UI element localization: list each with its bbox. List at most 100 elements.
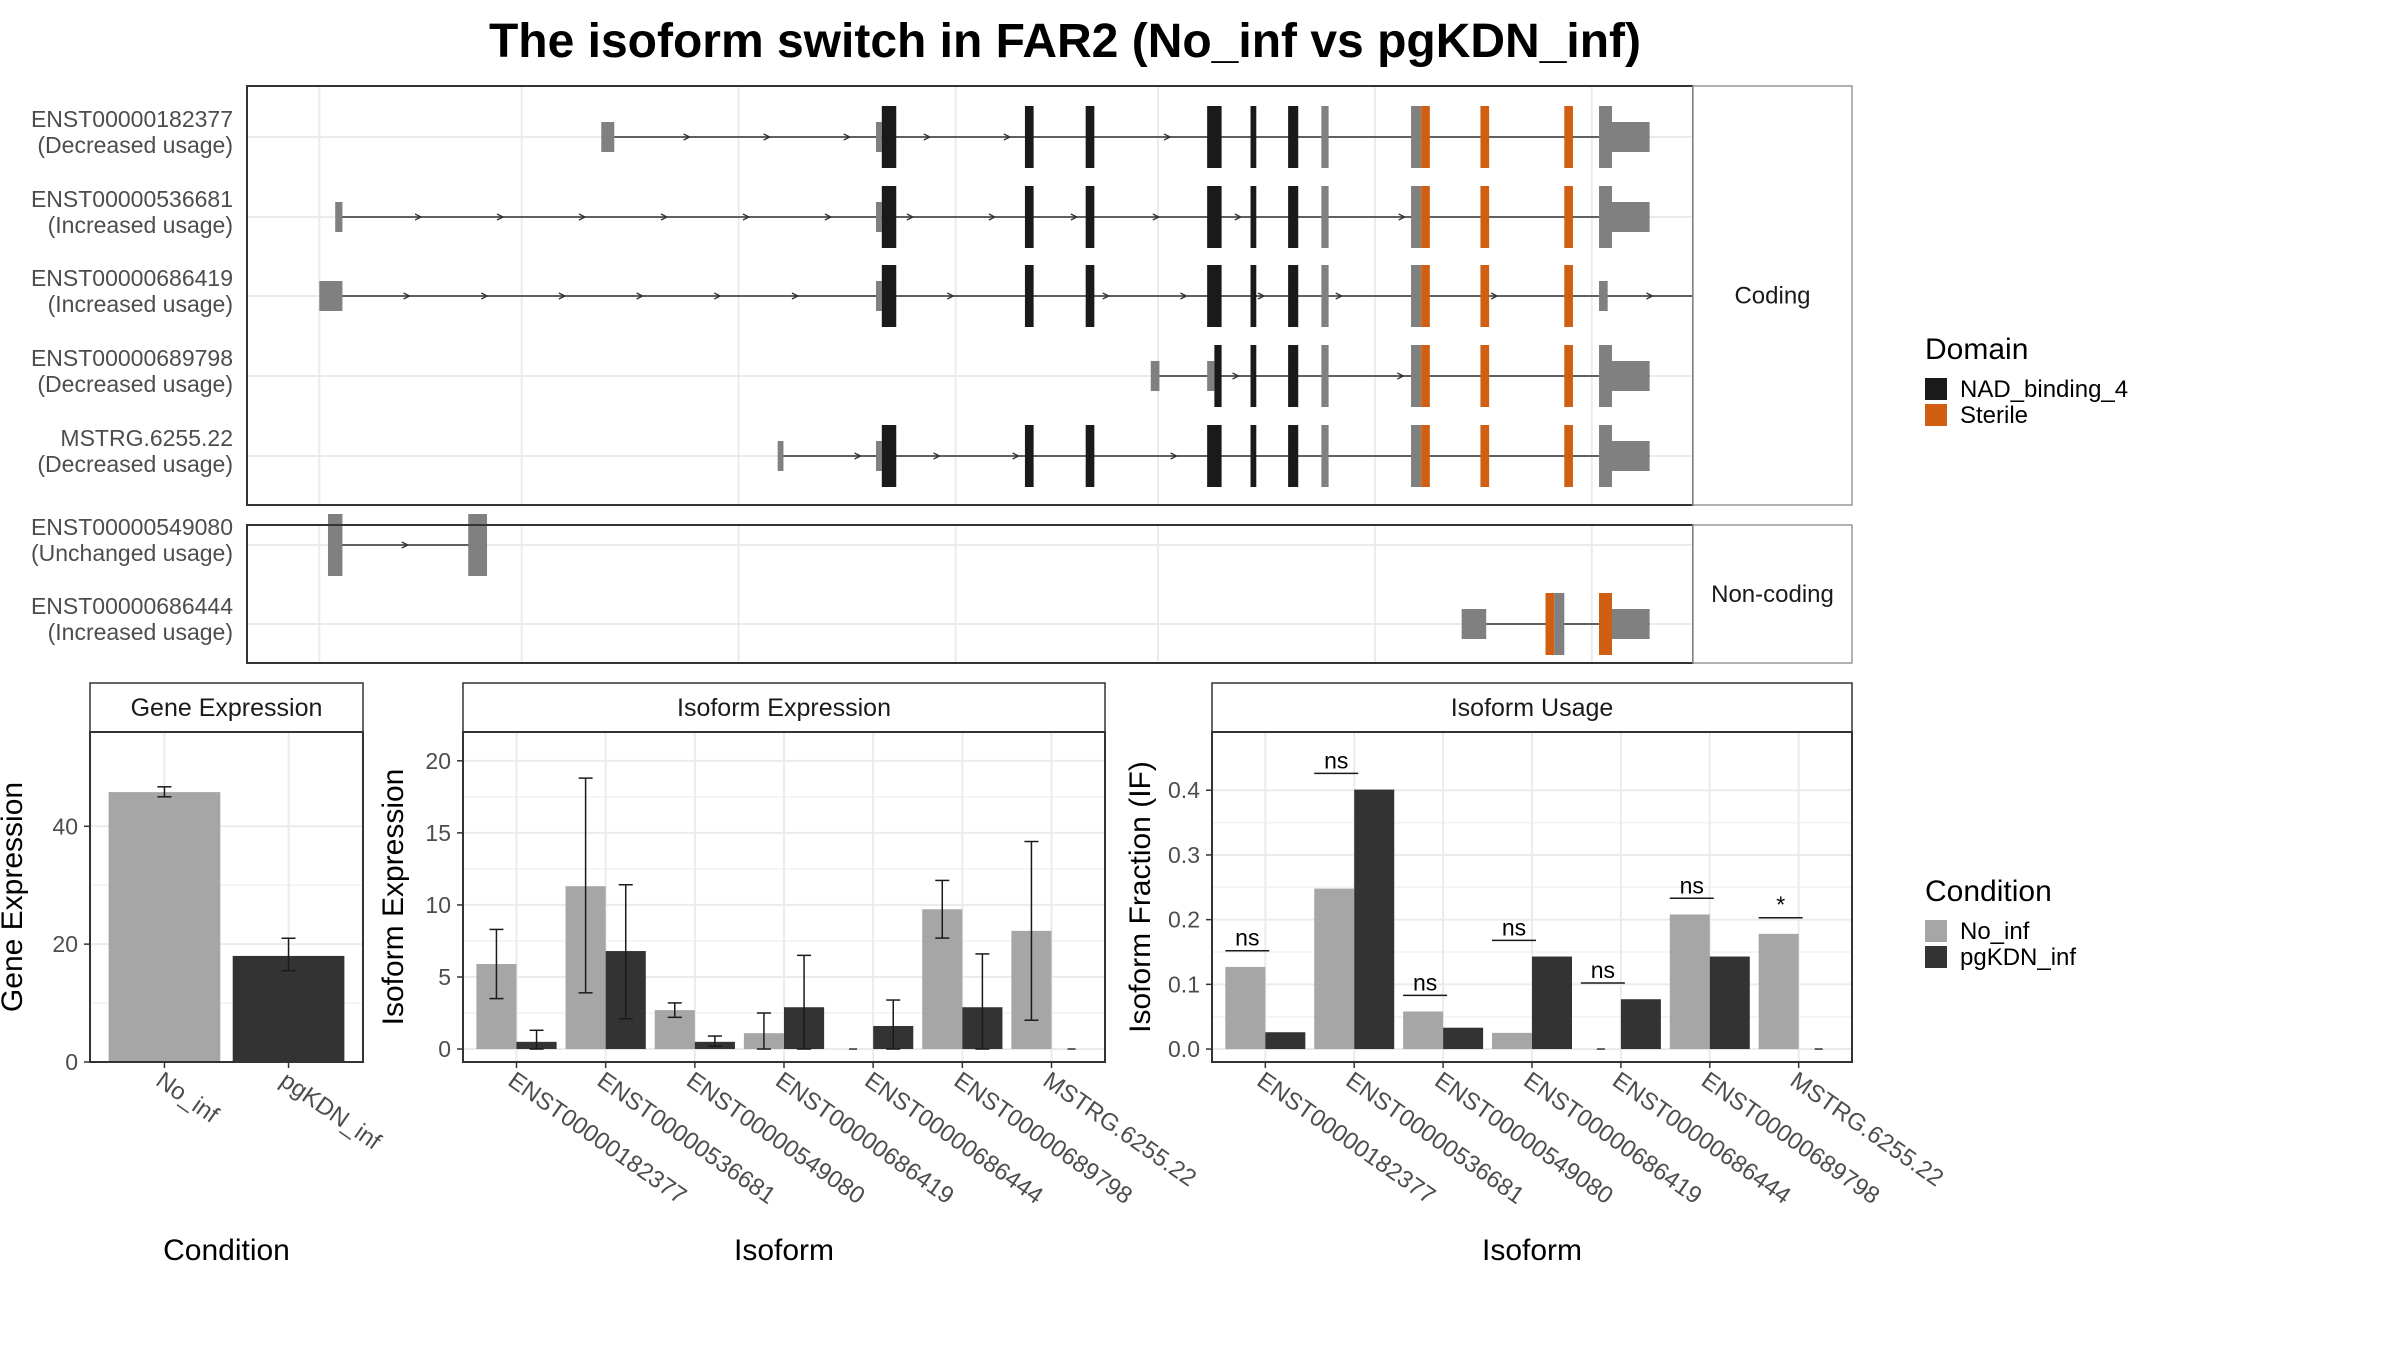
nad-binding-exon <box>1024 106 1034 168</box>
bar <box>232 955 345 1062</box>
intron-arrow <box>1180 292 1188 300</box>
y-tick-label: 15 <box>425 820 451 846</box>
intron-arrow <box>1070 213 1079 221</box>
exon <box>1612 202 1650 232</box>
y-tick-label: 5 <box>438 964 451 990</box>
nad-binding-exon <box>1288 265 1299 327</box>
bar <box>1403 1011 1444 1050</box>
intron-arrow <box>713 292 722 300</box>
significance-label: * <box>1776 892 1785 918</box>
intron-arrow <box>1152 213 1161 221</box>
exon <box>1599 281 1608 311</box>
nad-binding-exon <box>881 106 897 168</box>
nad-binding-exon <box>1207 265 1222 327</box>
sterile-exon <box>1599 593 1613 655</box>
bar <box>1758 933 1799 1050</box>
y-tick-label: 20 <box>425 748 451 774</box>
sterile-exon <box>1421 425 1430 487</box>
nad-binding-exon <box>881 265 897 327</box>
exon <box>876 441 882 471</box>
group-strip <box>1692 85 1853 506</box>
condition-legend-swatch <box>1925 920 1947 942</box>
domain-legend-swatch <box>1925 378 1947 400</box>
bar <box>1225 966 1266 1050</box>
exon <box>1612 441 1650 471</box>
transcript-usage-label: (Unchanged usage) <box>31 540 233 566</box>
intron-arrow <box>636 292 645 300</box>
intron-arrow <box>923 133 932 141</box>
bar <box>1443 1027 1484 1050</box>
bar <box>108 792 221 1062</box>
exon <box>777 441 784 471</box>
sterile-exon <box>1480 186 1490 248</box>
nad-binding-exon <box>1085 106 1095 168</box>
bar <box>1265 1032 1306 1050</box>
exon <box>1612 609 1650 639</box>
y-tick-label: 0 <box>438 1036 451 1062</box>
sterile-exon <box>1421 345 1430 407</box>
transcript-structure-panel: ENST00000182377(Decreased usage)ENST0000… <box>31 85 1853 664</box>
x-axis-title: Isoform <box>734 1234 834 1267</box>
exon <box>1599 186 1613 248</box>
structure-plot-bg <box>247 525 1693 663</box>
y-tick-label: 40 <box>52 813 78 839</box>
intron-arrow <box>1234 213 1243 221</box>
panel-strip-title: Gene Expression <box>131 694 323 722</box>
exon <box>1411 345 1422 407</box>
domain-legend-label: NAD_binding_4 <box>1960 376 2128 403</box>
intron-arrow <box>1398 213 1407 221</box>
exon <box>1411 106 1422 168</box>
bar <box>1354 789 1395 1050</box>
exon <box>1321 186 1329 248</box>
transcript-usage-label: (Decreased usage) <box>37 371 233 397</box>
panel-border <box>462 731 1106 1063</box>
exon <box>1321 425 1329 487</box>
exon <box>1321 265 1329 327</box>
exon <box>468 514 488 576</box>
significance-label: ns <box>1324 747 1348 773</box>
y-axis-title: Isoform Expression <box>377 769 410 1026</box>
intron-arrow <box>1232 372 1240 380</box>
bar <box>1532 956 1572 1050</box>
sterile-exon <box>1480 425 1490 487</box>
condition-legend-swatch <box>1925 946 1947 968</box>
exon <box>1612 361 1650 391</box>
exon <box>1411 186 1422 248</box>
nad-binding-exon <box>1085 425 1095 487</box>
nad-binding-exon <box>881 425 897 487</box>
sterile-exon <box>1421 106 1430 168</box>
x-axis-title: Isoform <box>1482 1234 1582 1267</box>
nad-binding-exon <box>1024 186 1034 248</box>
bar <box>1314 888 1355 1050</box>
nad-binding-exon <box>1250 106 1257 168</box>
nad-binding-exon <box>1024 425 1034 487</box>
exon <box>1207 361 1215 391</box>
y-tick-label: 0.4 <box>1168 777 1200 803</box>
intron-arrow <box>403 292 412 300</box>
group-strip <box>1692 524 1853 664</box>
intron-arrow <box>1397 372 1405 380</box>
domain-legend-swatch <box>1925 404 1947 426</box>
significance-label: ns <box>1680 872 1704 898</box>
y-tick-label: 0.2 <box>1168 907 1200 933</box>
intron-arrow <box>791 292 800 300</box>
nad-binding-exon <box>1250 186 1257 248</box>
transcript-usage-label: (Increased usage) <box>48 291 233 317</box>
exon <box>876 122 882 152</box>
transcript-id-label: ENST00000686419 <box>31 265 233 291</box>
intron-arrow <box>1257 292 1266 300</box>
sterile-exon <box>1421 186 1430 248</box>
intron-arrow <box>824 213 833 221</box>
transcript-usage-label: (Decreased usage) <box>37 132 233 158</box>
transcript-usage-label: (Increased usage) <box>48 619 233 645</box>
nad-binding-exon <box>1085 265 1095 327</box>
intron-arrow <box>496 213 505 221</box>
intron-arrow <box>1335 292 1344 300</box>
intron-arrow <box>906 213 915 221</box>
significance-label: ns <box>1235 925 1259 951</box>
nad-binding-exon <box>1288 106 1299 168</box>
transcript-id-label: ENST00000549080 <box>31 514 233 540</box>
y-axis-title: Gene Expression <box>0 782 29 1012</box>
intron-arrow <box>401 541 410 549</box>
